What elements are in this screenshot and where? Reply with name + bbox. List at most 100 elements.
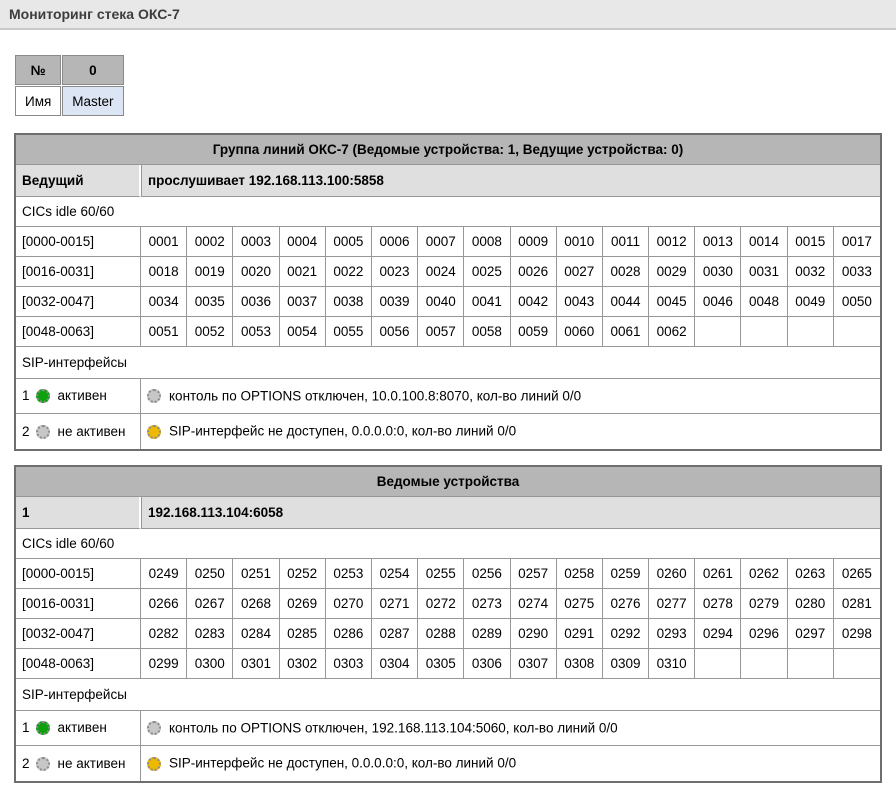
cic-value: 0054: [279, 317, 326, 347]
cic-value: 0267: [187, 588, 234, 619]
cic-value: 0012: [649, 227, 696, 257]
sip-status-cell: 1 активен: [16, 710, 141, 747]
page-header: Мониторинг стека ОКС-7: [0, 0, 896, 30]
cic-value: 0310: [649, 648, 696, 679]
sip-interface-row: 1 активен контоль по OPTIONS отключен, 10.…: [16, 379, 880, 415]
cic-value: 0008: [464, 227, 511, 257]
cic-value: 0006: [371, 227, 419, 257]
sip-status-text: активен: [57, 388, 107, 404]
cic-value: 0257: [510, 558, 557, 589]
group-role-value: прослушивает 192.168.113.100:5858: [141, 165, 880, 197]
cic-value: 0294: [695, 618, 742, 649]
group-role-row: 1 192.168.113.104:6058: [16, 496, 880, 529]
sip-section-label: SIP-интерфейсы: [16, 347, 880, 379]
cic-range: [0016-0031]: [16, 588, 141, 619]
cic-range: [0000-0015]: [16, 227, 141, 257]
group-title-row: Ведомые устройства: [16, 466, 880, 497]
cic-value: 0260: [649, 558, 696, 589]
sip-section-row: SIP-интерфейсы: [16, 678, 880, 711]
cic-value: 0300: [187, 648, 234, 679]
cic-value: 0056: [371, 317, 419, 347]
cic-value: 0034: [141, 287, 188, 317]
cic-value: 0309: [602, 648, 650, 679]
cic-value: 0009: [510, 227, 557, 257]
cic-value: 0058: [464, 317, 511, 347]
sip-status-text: активен: [57, 720, 107, 736]
cic-value: 0013: [695, 227, 742, 257]
cic-value: 0025: [464, 257, 511, 287]
sip-detail-text: SIP-интерфейс не доступен, 0.0.0.0:0, ко…: [169, 755, 517, 771]
sip-number: 2: [22, 755, 30, 771]
cic-value: 0040: [418, 287, 465, 317]
cic-value: 0061: [602, 317, 650, 347]
cic-value: [787, 317, 834, 347]
cic-value: 0254: [371, 558, 419, 589]
cic-value: 0308: [556, 648, 603, 679]
cic-value: 0045: [649, 287, 696, 317]
cic-value: 0028: [602, 257, 650, 287]
cic-value: 0023: [371, 257, 419, 287]
cic-value: 0290: [510, 618, 557, 649]
sip-status-group: 2 не активен: [22, 751, 134, 777]
cic-value: 0251: [233, 558, 280, 589]
cic-value: 0299: [141, 648, 188, 679]
sip-status-cell: 2 не активен: [16, 414, 141, 449]
cic-value: 0049: [787, 287, 834, 317]
cic-value: 0272: [418, 588, 465, 619]
cic-value: 0263: [787, 558, 834, 589]
cic-value: 0292: [602, 618, 650, 649]
sip-status-group: 1 активен: [22, 383, 134, 409]
cic-value: 0250: [187, 558, 234, 589]
cic-value: 0052: [187, 317, 234, 347]
cic-value: 0048: [741, 287, 788, 317]
cic-value: 0280: [787, 588, 834, 619]
cic-value: 0011: [602, 227, 650, 257]
cic-value: 0307: [510, 648, 557, 679]
cic-value: [741, 648, 788, 679]
cic-range: [0032-0047]: [16, 287, 141, 317]
cic-value: 0266: [141, 588, 188, 619]
sip-interface-row: 2 не активен SIP-интерфейс не доступен, 0.…: [16, 746, 880, 781]
sip-status-group: 2 не активен: [22, 419, 134, 445]
cic-value: [741, 317, 788, 347]
sip-status-cell: 2 не активен: [16, 746, 141, 781]
cic-value: 0015: [787, 227, 834, 257]
cic-value: 0273: [464, 588, 511, 619]
master-group-table: Группа линий ОКС-7 (Ведомые устройства: …: [14, 133, 882, 451]
cic-value: 0046: [695, 287, 742, 317]
cic-value: 0303: [325, 648, 372, 679]
cic-row: [0000-0015] 0001 0002 0003 0004 0005 0006 0007 0…: [16, 227, 880, 257]
cic-value: 0281: [833, 589, 880, 619]
cic-value: 0039: [371, 287, 419, 317]
sip-interface-row: 2 не активен SIP-интерфейс не доступен, 0.…: [16, 414, 880, 449]
cic-value: 0286: [325, 618, 372, 649]
cic-value: 0285: [279, 618, 326, 649]
sip-detail-cell: контоль по OPTIONS отключен, 192.168.113…: [141, 711, 880, 747]
cic-value: 0283: [187, 618, 234, 649]
cic-value: 0253: [325, 558, 372, 589]
cic-value: 0270: [325, 588, 372, 619]
cic-value: 0007: [418, 227, 465, 257]
sip-status-led-icon: [35, 756, 50, 771]
cic-range: [0016-0031]: [16, 257, 141, 287]
sip-section-row: SIP-интерфейсы: [16, 347, 880, 379]
cic-value: 0291: [556, 618, 603, 649]
cic-value: 0027: [556, 257, 603, 287]
cic-value: 0053: [233, 317, 280, 347]
device-number-label: №: [15, 55, 62, 85]
cic-value: 0255: [418, 558, 465, 589]
group-title: Ведомые устройства: [16, 466, 880, 497]
cic-value: 0275: [556, 588, 603, 619]
cic-value: [695, 317, 742, 347]
device-number-row: № 0: [15, 55, 124, 85]
cic-value: 0256: [464, 558, 511, 589]
cic-value: 0035: [187, 287, 234, 317]
cic-value: 0003: [233, 227, 280, 257]
cic-value: 0030: [695, 257, 742, 287]
cic-value: 0031: [741, 257, 788, 287]
cic-value: 0306: [464, 648, 511, 679]
cic-value: 0002: [187, 227, 234, 257]
cic-value: 0059: [510, 317, 557, 347]
cic-value: 0060: [556, 317, 603, 347]
